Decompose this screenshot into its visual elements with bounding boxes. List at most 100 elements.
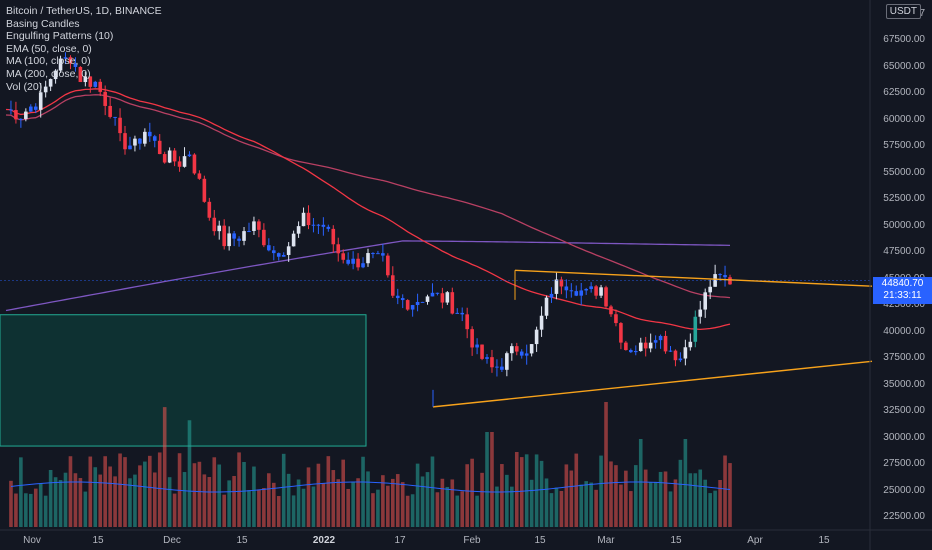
candle-body [19,118,23,120]
volume-bar [435,492,440,527]
candle-body [286,246,291,255]
volume-bar [376,489,380,527]
volume-bar [514,452,519,527]
candle-body [455,312,460,314]
candle-body [594,286,598,296]
volume-bar [643,469,648,527]
volume-bar [450,479,455,527]
candle-body [276,253,281,257]
volume-bar [386,485,390,527]
candle-body [589,286,593,290]
candle-body [609,306,613,315]
volume-bar [480,472,484,527]
candle-body [564,286,569,291]
candle-body [465,314,469,330]
volume-bar [351,481,355,527]
indicator-ma100[interactable]: MA (100, close, 0) [6,55,91,68]
volume-bar [420,476,425,527]
volume-bar [73,473,78,527]
volume-bar [485,432,489,527]
volume-bar [718,480,722,527]
candle-body [470,329,474,348]
volume-bar [415,463,420,527]
volume-bar [624,470,628,527]
candle-body [217,225,222,232]
volume-bar [222,494,226,527]
volume-bar [460,491,465,527]
volume-bar [356,478,360,527]
candle-body [559,279,564,287]
volume-bar [559,490,564,527]
candle-body [579,290,584,296]
candle-body [688,341,693,348]
price-tick-label: 62500.00 [883,87,925,99]
time-tick-label: Dec [163,535,181,546]
volume-bar [33,488,38,527]
price-tick-label: 55000.00 [883,166,925,178]
volume-bar [638,439,643,527]
volume-bar [341,459,346,527]
volume-bar [579,484,584,527]
candle-body [728,277,732,285]
candle-body [718,274,722,276]
indicator-ema50[interactable]: EMA (50, close, 0) [6,42,92,55]
candle-body [336,244,341,254]
candle-body [68,57,73,64]
volume-bar [197,461,202,527]
symbol-title[interactable]: Bitcoin / TetherUS, 1D, BINANCE [6,5,162,17]
time-tick-label: 2022 [312,535,336,546]
volume-bar [286,473,291,527]
volume-bar [143,461,147,527]
candle-body [475,344,479,348]
candle-body [450,292,455,314]
volume-bar [698,469,703,527]
volume-bar [93,467,98,527]
volume-bar [48,469,53,527]
candle-body [638,342,643,352]
triangle-upper-line [514,269,873,287]
candle-body [624,342,628,351]
volume-bar [291,495,296,527]
price-tick-label: 35000.00 [883,378,925,390]
candle-body [301,212,306,227]
volume-bar [425,472,430,527]
candle-body [123,133,127,150]
candle-body [271,250,276,254]
price-axis[interactable]: 7 67500.00 65000.00 62500.00 60000.00 57500.… [870,0,932,530]
triangle-lower-line [432,360,873,408]
volume-bar [24,493,28,527]
candle-body [291,233,296,247]
last-price-value: 44840.70 [881,278,924,289]
volume-bar [242,462,246,527]
volume-bar [410,494,415,527]
time-tick-label: Mar [597,535,615,546]
candle-body [460,312,465,315]
candle-body [723,275,727,278]
candle-body [93,81,98,87]
indicator-engulfing-patterns[interactable]: Engulfing Patterns (10) [6,30,114,43]
candle-body [495,366,499,368]
indicator-ma200[interactable]: MA (200, close, 0) [6,67,91,80]
time-axis[interactable]: Nov 15 Dec 15 2022 17 Feb 15 Mar 15 Apr 15 [0,530,870,550]
candle-body [212,217,217,232]
volume-bar [688,473,693,527]
volume-bar [683,439,688,527]
candle-body [386,255,390,276]
currency-badge[interactable]: USDT [885,4,921,19]
indicator-volume[interactable]: Vol (20) [6,80,43,93]
volume-bar [53,477,58,527]
volume-bar [227,480,231,527]
indicator-basing-candles[interactable]: Basing Candles [6,17,80,30]
price-tick-label: 57500.00 [883,140,925,152]
candle-body [38,92,43,110]
candle-body [663,335,668,352]
candle-body [633,351,638,353]
volume-bar [281,453,286,527]
time-tick-label: 15 [92,535,104,546]
volume-bar [267,473,271,527]
volume-bar [505,474,509,527]
candle-body [113,116,117,118]
candle-body [28,106,33,112]
